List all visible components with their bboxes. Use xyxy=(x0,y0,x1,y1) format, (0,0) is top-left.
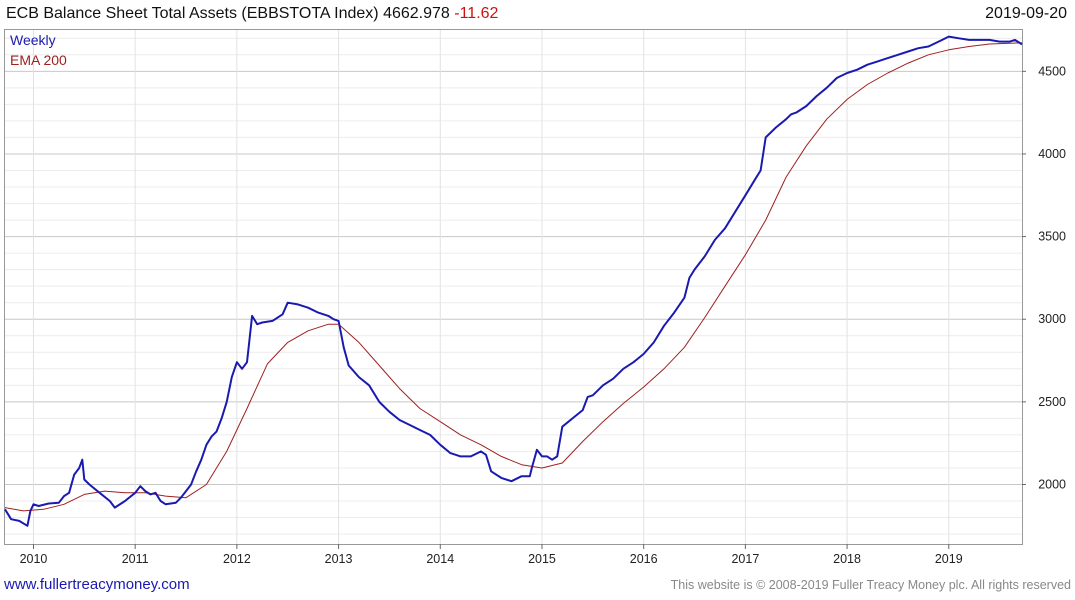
plot-area xyxy=(4,29,1023,545)
series-line-ema200 xyxy=(4,42,1023,512)
x-tick-label: 2017 xyxy=(731,552,759,566)
y-tick-label: 4500 xyxy=(1038,64,1066,78)
chart-date: 2019-09-20 xyxy=(985,5,1067,22)
x-tick-label: 2010 xyxy=(20,552,48,566)
title-change: -11.62 xyxy=(454,5,499,22)
chart-title: ECB Balance Sheet Total Assets (EBBSTOTA… xyxy=(6,5,498,23)
x-tick-label: 2014 xyxy=(426,552,454,566)
x-tick-label: 2013 xyxy=(325,552,353,566)
series-line-weekly xyxy=(4,35,1023,527)
x-tick-label: 2019 xyxy=(935,552,963,566)
y-tick-label: 2500 xyxy=(1038,395,1066,409)
x-tick-label: 2012 xyxy=(223,552,251,566)
title-main: ECB Balance Sheet Total Assets (EBBSTOTA… xyxy=(6,5,450,22)
x-tick-label: 2016 xyxy=(630,552,658,566)
y-tick-label: 2000 xyxy=(1038,478,1066,492)
footer-copyright: This website is © 2008-2019 Fuller Treac… xyxy=(670,578,1071,592)
legend-weekly: Weekly xyxy=(10,32,56,48)
legend-ema200: EMA 200 xyxy=(10,52,67,68)
y-tick-label: 3000 xyxy=(1038,312,1066,326)
footer-link[interactable]: www.fullertreacymoney.com xyxy=(4,576,190,593)
y-tick-label: 3500 xyxy=(1038,230,1066,244)
x-tick-label: 2011 xyxy=(122,552,149,566)
y-tick-label: 4000 xyxy=(1038,147,1066,161)
x-tick-label: 2015 xyxy=(528,552,556,566)
x-tick-label: 2018 xyxy=(833,552,861,566)
